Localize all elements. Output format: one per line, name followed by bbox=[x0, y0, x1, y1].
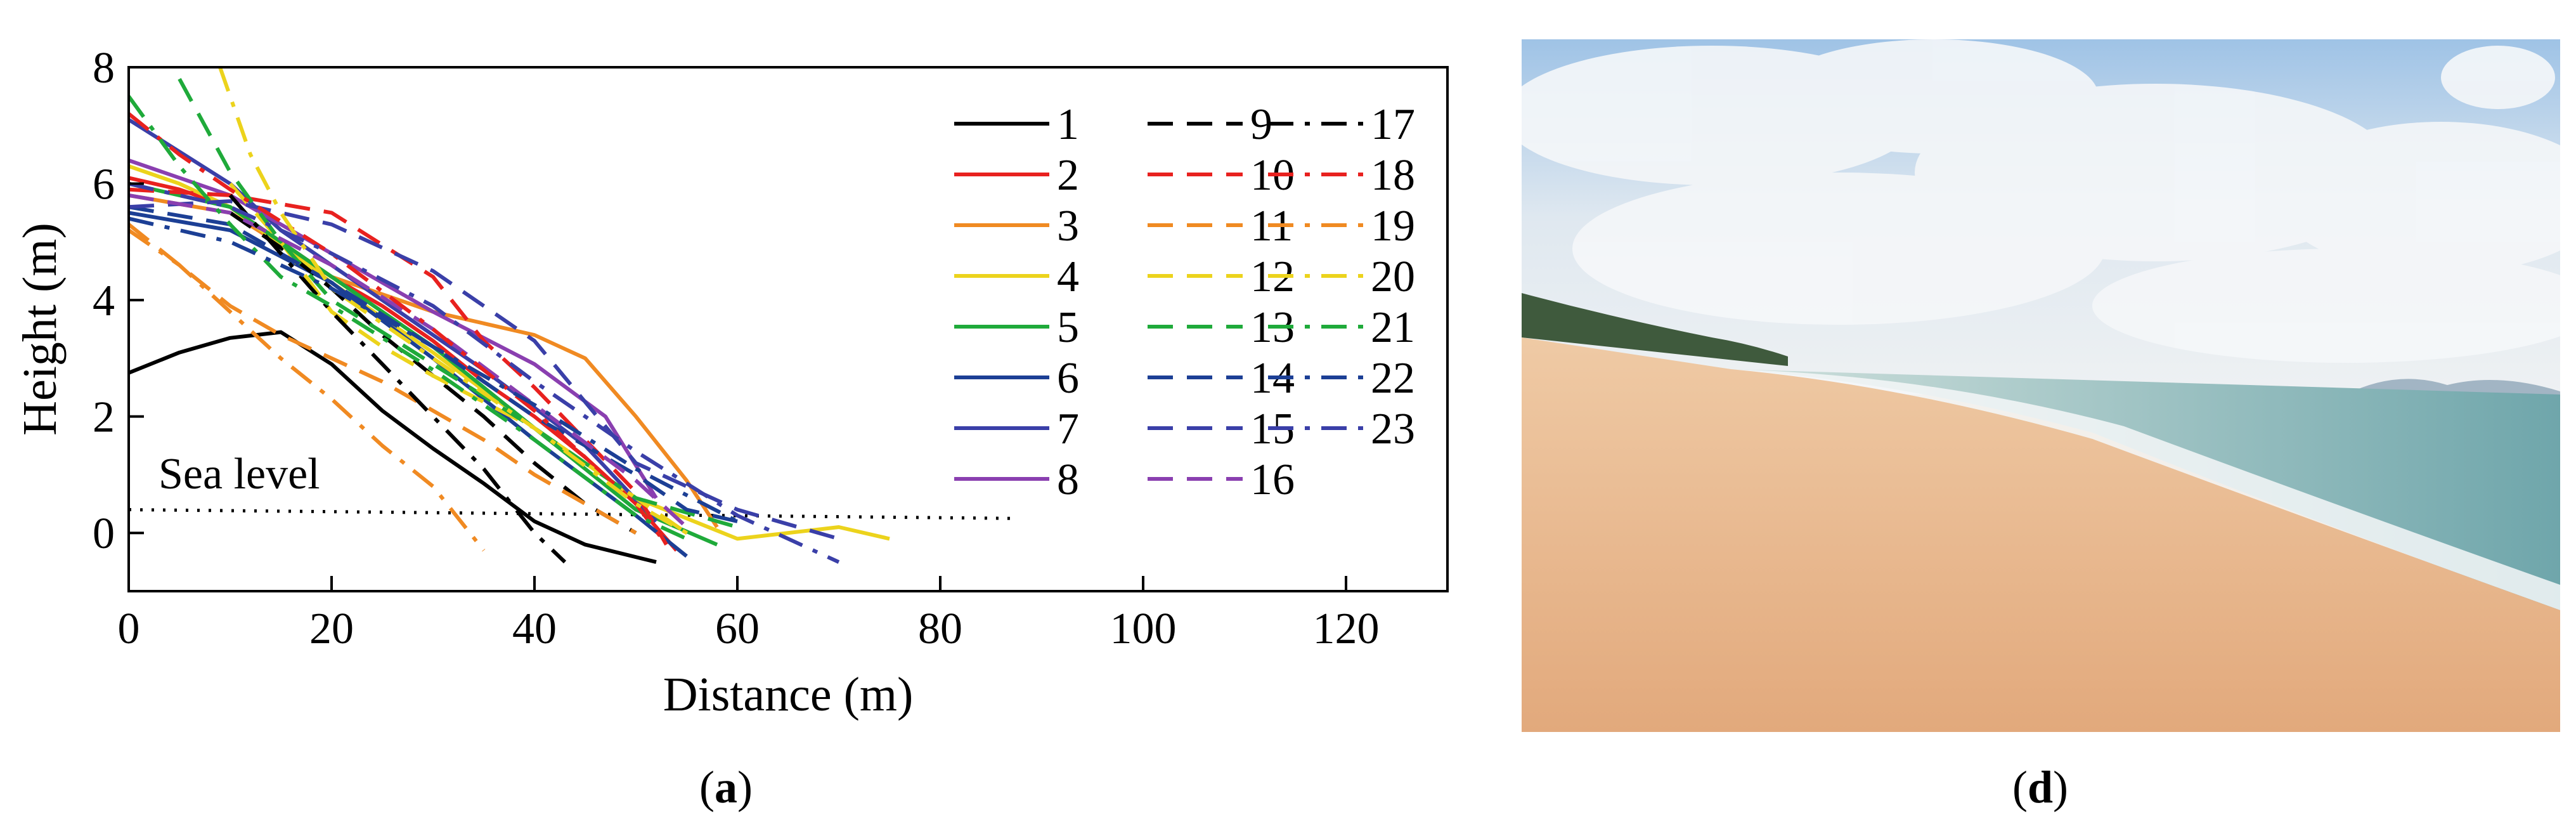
legend-label-3: 3 bbox=[1057, 202, 1079, 251]
series-line-1 bbox=[129, 330, 657, 565]
legend-label-16: 16 bbox=[1250, 455, 1295, 504]
x-tick-label: 120 bbox=[1313, 604, 1380, 653]
legend-label-1: 1 bbox=[1057, 100, 1079, 149]
series-line-18 bbox=[129, 112, 668, 546]
series-line-13 bbox=[178, 77, 738, 529]
legend-label-22: 22 bbox=[1371, 354, 1415, 403]
y-tick-label: 8 bbox=[93, 44, 115, 93]
x-tick-label: 40 bbox=[512, 604, 557, 653]
panel-label-a-letter: a bbox=[715, 762, 737, 813]
y-tick-label: 6 bbox=[93, 160, 115, 209]
panel-label-d: (d) bbox=[2012, 762, 2068, 813]
series-line-10 bbox=[129, 187, 668, 546]
sea-level-annotation: Sea level bbox=[159, 450, 320, 499]
x-tick-label: 60 bbox=[715, 604, 760, 653]
series-line-20 bbox=[218, 67, 698, 541]
legend-label-5: 5 bbox=[1057, 303, 1079, 352]
legend-label-7: 7 bbox=[1057, 405, 1079, 454]
legend-label-18: 18 bbox=[1371, 151, 1415, 200]
x-axis-title: Distance (m) bbox=[663, 668, 914, 721]
legend-label-8: 8 bbox=[1057, 455, 1079, 504]
series-line-15 bbox=[129, 199, 839, 541]
x-tick-label: 100 bbox=[1110, 604, 1177, 653]
legend-label-6: 6 bbox=[1057, 354, 1079, 403]
ticks-layer: 0 20 40 60 80 100 120 0 2 4 6 8 bbox=[93, 44, 1380, 653]
x-tick-label: 80 bbox=[918, 604, 962, 653]
legend-label-17: 17 bbox=[1371, 100, 1415, 149]
beach-photo bbox=[1522, 39, 2560, 732]
panel-label-a: (a) bbox=[699, 762, 753, 813]
x-tick-label: 20 bbox=[309, 604, 354, 653]
plot-frame bbox=[127, 66, 1449, 592]
clouds bbox=[1522, 39, 2560, 363]
sand bbox=[1522, 337, 2560, 732]
series-layer bbox=[129, 67, 1012, 565]
series-line-21 bbox=[129, 95, 688, 541]
y-tick-label: 2 bbox=[93, 393, 115, 442]
legend-label-23: 23 bbox=[1371, 405, 1415, 454]
legend-label-21: 21 bbox=[1371, 303, 1415, 352]
y-tick-label: 4 bbox=[93, 277, 115, 325]
tree-line bbox=[1522, 293, 1788, 366]
legend-label-19: 19 bbox=[1371, 202, 1415, 251]
series-line-14 bbox=[129, 205, 738, 523]
series-line-22 bbox=[129, 216, 739, 523]
series-line-23 bbox=[129, 181, 840, 564]
series-line-17 bbox=[228, 193, 567, 564]
series-line-19 bbox=[129, 228, 486, 552]
y-axis-title: Height (m) bbox=[13, 223, 67, 436]
series-line-11 bbox=[129, 223, 637, 535]
legend-label-20: 20 bbox=[1371, 252, 1415, 301]
sea bbox=[1731, 369, 2560, 610]
panel-label-d-letter: d bbox=[2028, 762, 2053, 813]
series-line-6 bbox=[129, 211, 688, 558]
x-tick-label: 0 bbox=[118, 604, 140, 653]
y-tick-label: 0 bbox=[93, 509, 115, 558]
legend-label-2: 2 bbox=[1057, 151, 1079, 200]
legend-label-4: 4 bbox=[1057, 252, 1079, 301]
